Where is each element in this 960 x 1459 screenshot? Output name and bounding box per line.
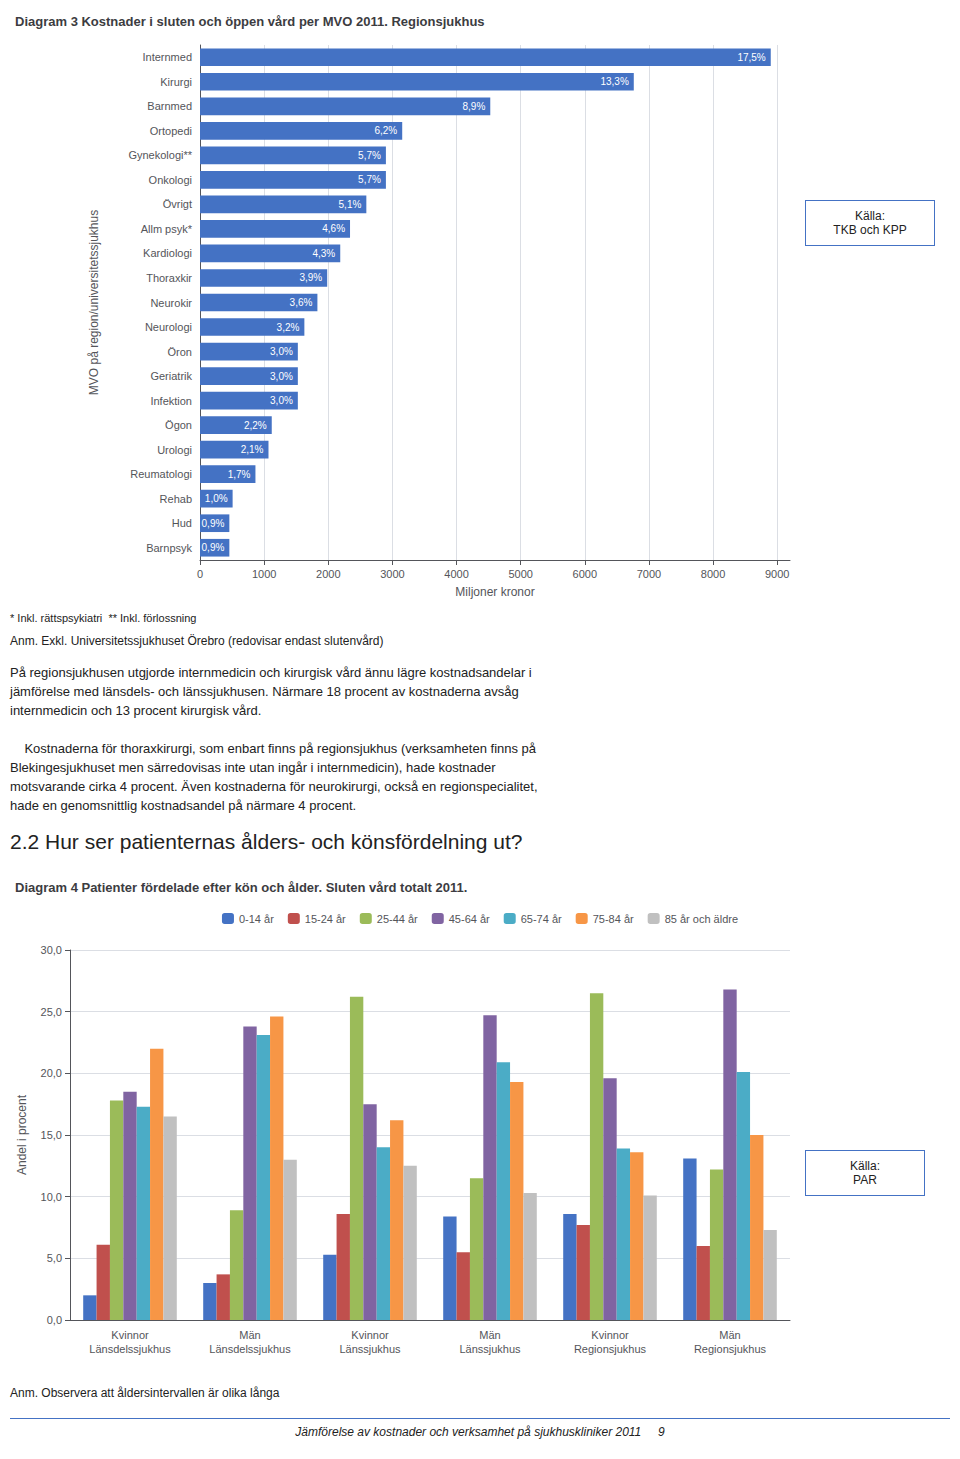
svg-text:7000: 7000 (637, 568, 661, 580)
svg-text:Regionsjukhus: Regionsjukhus (574, 1343, 647, 1355)
svg-text:Män: Män (719, 1329, 740, 1341)
svg-text:Neurokir: Neurokir (150, 297, 192, 309)
svg-text:0,9%: 0,9% (202, 542, 225, 553)
svg-text:3,2%: 3,2% (277, 322, 300, 333)
svg-text:Hud: Hud (172, 517, 192, 529)
svg-text:5,7%: 5,7% (358, 150, 381, 161)
svg-text:25-44 år: 25-44 år (377, 913, 418, 925)
svg-text:Män: Män (239, 1329, 260, 1341)
svg-text:4000: 4000 (444, 568, 468, 580)
html-text:På regionsjukhusen utgjorde in: På regionsjukhusen utgjorde internmedici… (10, 665, 532, 718)
html-text:2.2 Hur ser patienternas ålder: 2.2 Hur ser patienternas ålders- och kön… (10, 830, 523, 853)
svg-text:Onkologi: Onkologi (149, 174, 192, 186)
html-text:Kostnaderna för thoraxkirurgi,: Kostnaderna för thoraxkirurgi, som enbar… (10, 741, 538, 813)
svg-text:Kvinnor: Kvinnor (591, 1329, 629, 1341)
svg-text:Rehab: Rehab (160, 493, 192, 505)
svg-text:0-14 år: 0-14 år (239, 913, 274, 925)
html-text:Källa: TKB och KPP: Källa: TKB och KPP (833, 209, 907, 237)
html-text:Anm. Observera att åldersinter: Anm. Observera att åldersintervallen är … (10, 1386, 280, 1400)
svg-text:Thoraxkir: Thoraxkir (146, 272, 192, 284)
svg-text:8000: 8000 (701, 568, 725, 580)
svg-text:Ortopedi: Ortopedi (150, 125, 192, 137)
svg-text:Gynekologi**: Gynekologi** (128, 149, 192, 161)
svg-text:8,9%: 8,9% (462, 101, 485, 112)
svg-text:6000: 6000 (573, 568, 597, 580)
svg-text:3000: 3000 (380, 568, 404, 580)
svg-text:Män: Män (479, 1329, 500, 1341)
svg-text:5,0: 5,0 (47, 1252, 62, 1264)
svg-text:3,9%: 3,9% (299, 272, 322, 283)
svg-text:2,1%: 2,1% (241, 444, 264, 455)
svg-text:0,9%: 0,9% (202, 518, 225, 529)
svg-text:0: 0 (197, 568, 203, 580)
svg-text:75-84 år: 75-84 år (593, 913, 634, 925)
svg-text:4,6%: 4,6% (322, 223, 345, 234)
svg-text:3,0%: 3,0% (270, 371, 293, 382)
svg-text:Kvinnor: Kvinnor (351, 1329, 389, 1341)
svg-text:Länssjukhus: Länssjukhus (459, 1343, 521, 1355)
html-text:Anm. Exkl. Universitetssjukhus: Anm. Exkl. Universitetssjukhuset Örebro … (10, 634, 384, 648)
svg-text:Infektion: Infektion (150, 395, 192, 407)
svg-text:10,0: 10,0 (41, 1191, 62, 1203)
html-text:* Inkl. rättspsykiatri ** Inkl: * Inkl. rättspsykiatri ** Inkl. förlossn… (10, 612, 197, 624)
svg-text:Regionsjukhus: Regionsjukhus (694, 1343, 767, 1355)
svg-text:Barnpsyk: Barnpsyk (146, 542, 192, 554)
svg-text:Länsdelssjukhus: Länsdelssjukhus (89, 1343, 171, 1355)
svg-text:4,3%: 4,3% (312, 248, 335, 259)
svg-text:1,0%: 1,0% (205, 493, 228, 504)
svg-text:1000: 1000 (252, 568, 276, 580)
svg-text:30,0: 30,0 (41, 944, 62, 956)
svg-text:1,7%: 1,7% (228, 469, 251, 480)
svg-text:65-74 år: 65-74 år (521, 913, 562, 925)
html-text:Jämförelse av kostnader och ve: Jämförelse av kostnader och verksamhet p… (295, 1425, 665, 1439)
svg-text:Geriatrik: Geriatrik (150, 370, 192, 382)
svg-text:MVO på region/universitetssjuk: MVO på region/universitetssjukhus (87, 210, 101, 395)
svg-text:0,0: 0,0 (47, 1314, 62, 1326)
html-text:Källa: PAR: Källa: PAR (850, 1159, 880, 1187)
svg-text:Ögon: Ögon (165, 419, 192, 431)
svg-text:Diagram 4 Patienter fördelade: Diagram 4 Patienter fördelade efter kön … (15, 880, 467, 895)
svg-text:Internmed: Internmed (142, 51, 192, 63)
svg-text:17,5%: 17,5% (737, 52, 765, 63)
svg-text:Länsdelssjukhus: Länsdelssjukhus (209, 1343, 291, 1355)
svg-text:13,3%: 13,3% (600, 76, 628, 87)
svg-text:3,0%: 3,0% (270, 346, 293, 357)
svg-text:2,2%: 2,2% (244, 420, 267, 431)
svg-text:Övrigt: Övrigt (163, 198, 192, 210)
svg-text:Länssjukhus: Länssjukhus (339, 1343, 401, 1355)
svg-text:9000: 9000 (765, 568, 789, 580)
svg-text:45-64 år: 45-64 år (449, 913, 490, 925)
svg-text:6,2%: 6,2% (374, 125, 397, 136)
svg-text:2000: 2000 (316, 568, 340, 580)
svg-text:20,0: 20,0 (41, 1067, 62, 1079)
svg-text:Allm psyk*: Allm psyk* (141, 223, 193, 235)
svg-text:Kvinnor: Kvinnor (111, 1329, 149, 1341)
svg-text:Kardiologi: Kardiologi (143, 247, 192, 259)
svg-text:15-24 år: 15-24 år (305, 913, 346, 925)
svg-text:5,7%: 5,7% (358, 174, 381, 185)
svg-text:25,0: 25,0 (41, 1006, 62, 1018)
svg-text:Barnmed: Barnmed (147, 100, 192, 112)
svg-text:Andel i procent: Andel i procent (15, 1094, 29, 1175)
svg-text:3,0%: 3,0% (270, 395, 293, 406)
svg-text:5,1%: 5,1% (339, 199, 362, 210)
svg-text:Urologi: Urologi (157, 444, 192, 456)
svg-text:Miljoner kronor: Miljoner kronor (455, 585, 534, 599)
svg-text:Öron: Öron (168, 346, 192, 358)
svg-text:85 år och äldre: 85 år och äldre (665, 913, 738, 925)
svg-text:Kirurgi: Kirurgi (160, 76, 192, 88)
svg-text:Neurologi: Neurologi (145, 321, 192, 333)
svg-text:15,0: 15,0 (41, 1129, 62, 1141)
svg-text:5000: 5000 (508, 568, 532, 580)
svg-text:3,6%: 3,6% (290, 297, 313, 308)
svg-text:Reumatologi: Reumatologi (130, 468, 192, 480)
svg-text:Diagram 3 Kostnader i sluten o: Diagram 3 Kostnader i sluten och öppen v… (15, 14, 485, 29)
